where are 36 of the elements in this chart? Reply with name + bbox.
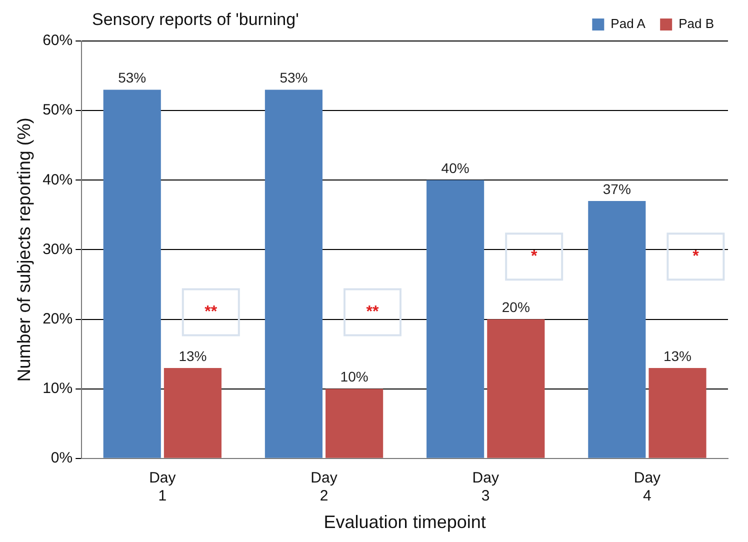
y-tick-label: 30% bbox=[42, 240, 73, 258]
annotation: ** bbox=[366, 304, 380, 321]
bar bbox=[487, 319, 545, 458]
annotation: * bbox=[692, 248, 700, 266]
chart-title: Sensory reports of 'burning' bbox=[92, 10, 299, 30]
legend-label: Pad B bbox=[678, 16, 714, 32]
bar bbox=[264, 90, 322, 458]
annotation: ** bbox=[204, 304, 218, 321]
y-axis-title: Number of subjects reporting (%) bbox=[14, 118, 34, 382]
x-tick-label: Day 1 bbox=[149, 470, 176, 505]
data-label: 37% bbox=[602, 180, 631, 197]
bar bbox=[103, 90, 161, 458]
x-tick-label: Day 4 bbox=[634, 470, 662, 505]
y-tick-label: 40% bbox=[42, 171, 73, 188]
x-axis-title: Evaluation timepoint bbox=[324, 512, 486, 532]
data-label: 10% bbox=[340, 368, 368, 385]
data-label: 53% bbox=[118, 70, 146, 86]
annotation: * bbox=[530, 248, 538, 266]
y-tick-label: 0% bbox=[50, 450, 73, 467]
data-label: 20% bbox=[502, 299, 530, 316]
x-tick-label: Day 2 bbox=[310, 470, 338, 505]
x-tick-label: Day 3 bbox=[472, 470, 500, 505]
data-label: 53% bbox=[280, 70, 308, 86]
data-label: 40% bbox=[441, 160, 470, 176]
data-label: 13% bbox=[178, 348, 207, 364]
bar bbox=[588, 201, 646, 458]
bar bbox=[648, 368, 706, 458]
bar bbox=[426, 180, 484, 458]
y-tick-label: 20% bbox=[42, 310, 73, 328]
bar bbox=[326, 388, 384, 458]
legend-label: Pad A bbox=[610, 16, 646, 32]
y-tick-label: 10% bbox=[42, 380, 73, 397]
bar bbox=[164, 368, 222, 458]
data-label: 13% bbox=[663, 348, 692, 364]
y-tick-label: 60% bbox=[42, 32, 73, 50]
y-tick-label: 50% bbox=[42, 102, 73, 119]
